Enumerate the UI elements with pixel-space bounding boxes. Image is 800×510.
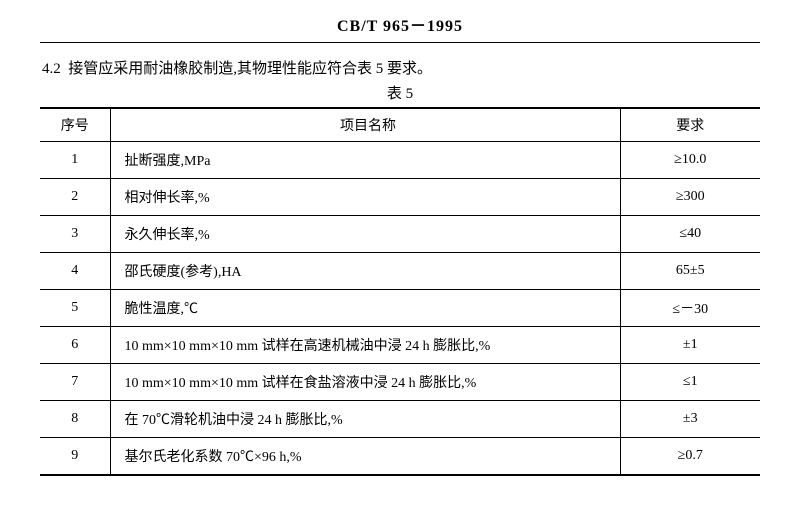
cell-name: 相对伸长率,% — [110, 179, 620, 216]
cell-seq: 5 — [40, 290, 110, 327]
cell-seq: 3 — [40, 216, 110, 253]
requirements-table: 序号 项目名称 要求 1 扯断强度,MPa ≥10.0 2 相对伸长率,% ≥3… — [40, 107, 760, 476]
section-number: 4.2 — [42, 61, 61, 77]
col-header-req: 要求 — [620, 108, 760, 142]
cell-seq: 2 — [40, 179, 110, 216]
section-text: 4.2 接管应采用耐油橡胶制造,其物理性能应符合表 5 要求。 — [40, 57, 760, 78]
cell-seq: 1 — [40, 142, 110, 179]
cell-req: ≥10.0 — [620, 142, 760, 179]
standard-code: CB/T 965－1995 — [40, 12, 760, 36]
table-row: 6 10 mm×10 mm×10 mm 试样在高速机械油中浸 24 h 膨胀比,… — [40, 327, 760, 364]
cell-req: ≤－30 — [620, 290, 760, 327]
cell-name: 扯断强度,MPa — [110, 142, 620, 179]
cell-seq: 8 — [40, 401, 110, 438]
table-row: 7 10 mm×10 mm×10 mm 试样在食盐溶液中浸 24 h 膨胀比,%… — [40, 364, 760, 401]
cell-name: 永久伸长率,% — [110, 216, 620, 253]
cell-name: 基尔氏老化系数 70℃×96 h,% — [110, 438, 620, 476]
cell-seq: 7 — [40, 364, 110, 401]
cell-name: 10 mm×10 mm×10 mm 试样在食盐溶液中浸 24 h 膨胀比,% — [110, 364, 620, 401]
cell-seq: 4 — [40, 253, 110, 290]
cell-req: ≤40 — [620, 216, 760, 253]
table-row: 9 基尔氏老化系数 70℃×96 h,% ≥0.7 — [40, 438, 760, 476]
cell-seq: 9 — [40, 438, 110, 476]
cell-req: ≥300 — [620, 179, 760, 216]
cell-name: 在 70℃滑轮机油中浸 24 h 膨胀比,% — [110, 401, 620, 438]
col-header-name: 项目名称 — [110, 108, 620, 142]
table-row: 1 扯断强度,MPa ≥10.0 — [40, 142, 760, 179]
table-caption: 表 5 — [40, 82, 760, 103]
section-body: 接管应采用耐油橡胶制造,其物理性能应符合表 5 要求。 — [68, 61, 432, 77]
cell-req: ≤1 — [620, 364, 760, 401]
table-row: 5 脆性温度,℃ ≤－30 — [40, 290, 760, 327]
cell-req: ±3 — [620, 401, 760, 438]
table-row: 4 邵氏硬度(参考),HA 65±5 — [40, 253, 760, 290]
table-row: 8 在 70℃滑轮机油中浸 24 h 膨胀比,% ±3 — [40, 401, 760, 438]
cell-seq: 6 — [40, 327, 110, 364]
cell-req: ±1 — [620, 327, 760, 364]
table-row: 3 永久伸长率,% ≤40 — [40, 216, 760, 253]
cell-name: 脆性温度,℃ — [110, 290, 620, 327]
cell-name: 10 mm×10 mm×10 mm 试样在高速机械油中浸 24 h 膨胀比,% — [110, 327, 620, 364]
table-header-row: 序号 项目名称 要求 — [40, 108, 760, 142]
cell-req: ≥0.7 — [620, 438, 760, 476]
header-rule — [40, 42, 760, 43]
col-header-seq: 序号 — [40, 108, 110, 142]
cell-name: 邵氏硬度(参考),HA — [110, 253, 620, 290]
cell-req: 65±5 — [620, 253, 760, 290]
table-row: 2 相对伸长率,% ≥300 — [40, 179, 760, 216]
